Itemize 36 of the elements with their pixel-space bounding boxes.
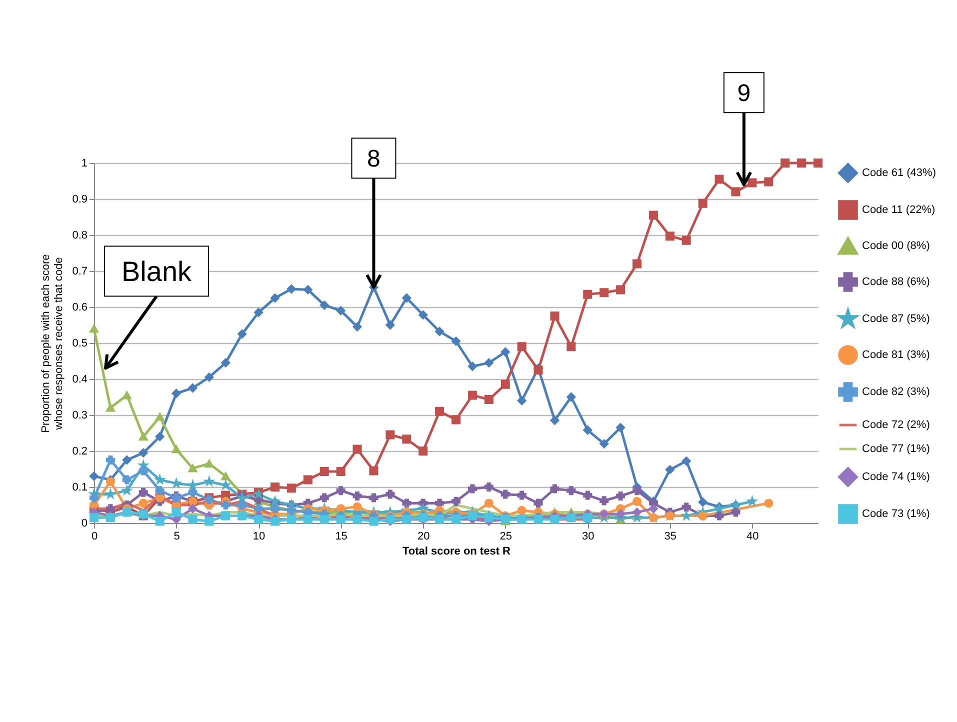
y-axis-title: Proportion of people with each score whose responses receive that code — [40, 254, 66, 433]
legend-label: Code 74 (1%) — [862, 471, 930, 483]
legend-label: Code 77 (1%) — [862, 443, 930, 455]
legend-label: Code 00 (8%) — [862, 240, 930, 252]
x-tick-label: 5 — [174, 530, 180, 542]
y-tick-label: 1 — [81, 158, 88, 170]
legend-label: Code 87 (5%) — [862, 313, 930, 325]
x-tick-label: 0 — [91, 530, 98, 542]
legend-label: Code 81 (3%) — [862, 349, 930, 361]
y-tick-label: 0.9 — [72, 194, 88, 206]
legend-label: Code 73 (1%) — [862, 508, 930, 520]
legend-label: Code 61 (43%) — [862, 167, 936, 179]
annotation: 9 — [737, 80, 751, 107]
x-tick-label: 40 — [746, 530, 759, 542]
y-tick-label: 0.4 — [72, 374, 88, 386]
y-tick-label: 0.5 — [72, 338, 88, 350]
y-tick-label: 0 — [81, 518, 88, 530]
y-tick-label: 0.6 — [72, 302, 88, 314]
y-tick-label: 0.7 — [72, 266, 88, 278]
x-tick-label: 10 — [252, 530, 266, 542]
x-tick-label: 20 — [417, 530, 430, 542]
y-tick-label: 0.8 — [72, 230, 88, 242]
x-axis-title: Total score on test R — [402, 546, 511, 558]
x-tick-label: 15 — [335, 530, 348, 542]
legend-label: Code 11 (22%) — [862, 204, 936, 216]
annotation: Blank — [121, 256, 193, 287]
annotation: 8 — [367, 146, 380, 173]
legend-label: Code 82 (3%) — [862, 386, 930, 398]
x-tick-label: 35 — [664, 530, 677, 542]
y-tick-label: 0.1 — [72, 482, 88, 494]
x-tick-label: 25 — [500, 530, 512, 542]
legend-label: Code 72 (2%) — [862, 419, 930, 431]
legend-label: Code 88 (6%) — [862, 276, 930, 288]
y-tick-label: 0.3 — [72, 410, 88, 422]
y-tick-label: 0.2 — [72, 446, 88, 458]
x-tick-label: 30 — [582, 530, 594, 542]
